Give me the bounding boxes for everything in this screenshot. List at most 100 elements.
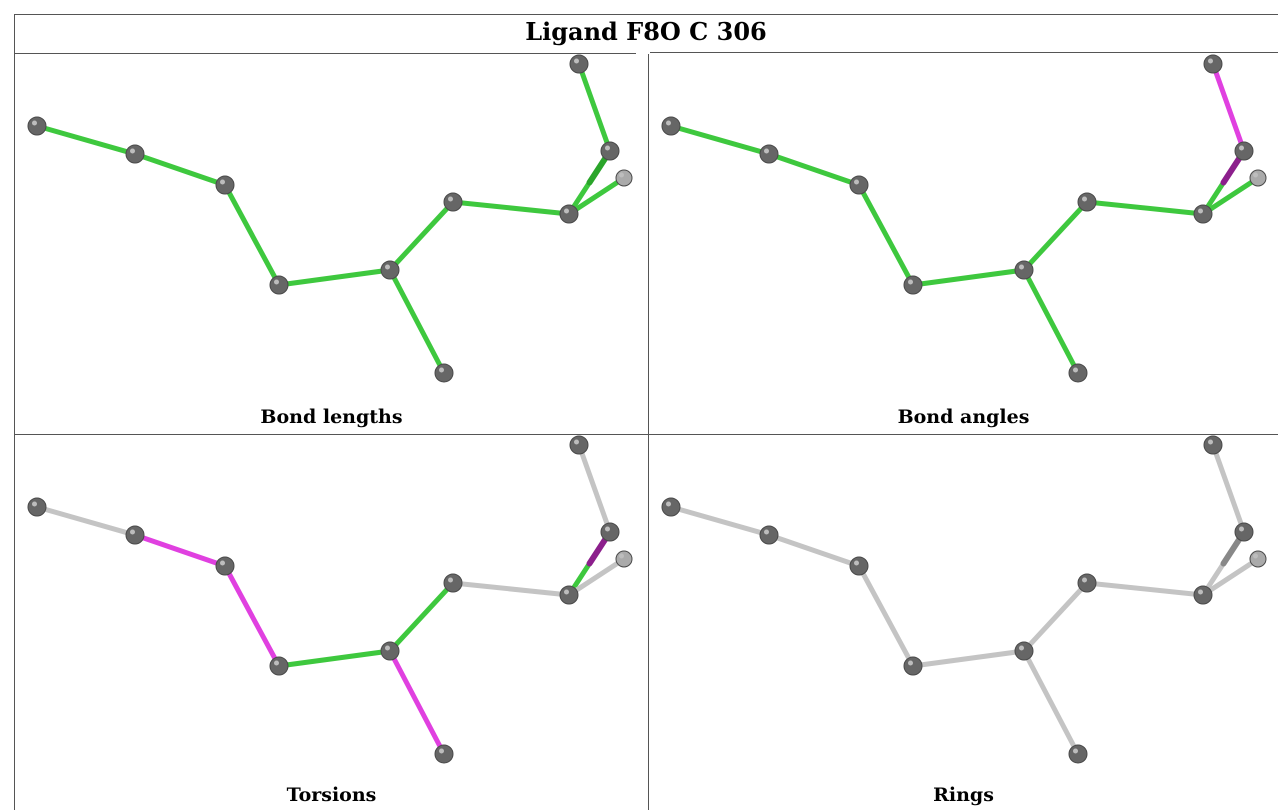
atom-highlight <box>439 367 444 373</box>
atom <box>759 525 779 545</box>
bond <box>1021 648 1081 757</box>
atom <box>759 144 779 164</box>
bond <box>1200 175 1261 217</box>
atom-highlight <box>564 589 569 595</box>
atom <box>903 656 923 676</box>
atom-highlight <box>448 577 453 583</box>
bonds <box>34 442 627 757</box>
bond <box>387 580 456 654</box>
atom-highlight <box>764 148 769 154</box>
atom <box>849 175 869 195</box>
atom <box>615 169 633 187</box>
bond <box>1021 580 1090 654</box>
atom <box>1234 522 1254 542</box>
atom <box>903 275 923 295</box>
atom <box>1203 435 1223 455</box>
atom-highlight <box>1073 748 1078 754</box>
bond <box>1021 267 1081 376</box>
atom <box>615 550 633 568</box>
atom <box>1193 204 1213 224</box>
atoms <box>27 435 633 764</box>
atom-highlight <box>1253 553 1258 559</box>
bonds <box>668 61 1261 376</box>
title-rule-right <box>650 52 1278 53</box>
atom-highlight <box>274 660 279 666</box>
atom <box>1014 641 1034 661</box>
atom-highlight <box>908 279 913 285</box>
bond <box>1084 199 1206 217</box>
atom <box>215 556 235 576</box>
atom <box>125 144 145 164</box>
atom-highlight <box>1239 145 1244 151</box>
bond <box>222 182 282 288</box>
bonds <box>668 442 1261 757</box>
atom-highlight <box>1019 645 1024 651</box>
atom <box>661 116 681 136</box>
atom-highlight <box>854 179 859 185</box>
atom-highlight <box>1019 264 1024 270</box>
atom <box>380 641 400 661</box>
bond <box>1200 556 1261 598</box>
atom-highlight <box>1198 589 1203 595</box>
atom-highlight <box>666 501 671 507</box>
bonds <box>34 61 627 376</box>
atom <box>1068 363 1088 383</box>
atom <box>1077 192 1097 212</box>
vertical-divider <box>648 54 649 810</box>
atom <box>27 116 47 136</box>
atom <box>434 744 454 764</box>
atom <box>215 175 235 195</box>
bond <box>387 267 447 376</box>
atom <box>1203 54 1223 74</box>
bond <box>1021 199 1090 273</box>
atom-highlight <box>1082 577 1087 583</box>
bond <box>34 504 138 538</box>
bond <box>766 151 862 188</box>
atom <box>1193 585 1213 605</box>
atom <box>443 192 463 212</box>
bond <box>910 267 1027 288</box>
bond <box>856 563 916 669</box>
atom-highlight <box>574 439 579 445</box>
panel-rings: Rings <box>649 435 1278 810</box>
bond <box>566 556 627 598</box>
bond <box>856 182 916 288</box>
atom-highlight <box>274 279 279 285</box>
atom <box>559 204 579 224</box>
atom-highlight <box>619 172 624 178</box>
molecule-bond-angles <box>661 54 1267 383</box>
molecule-torsions <box>27 435 633 764</box>
atom-highlight <box>1253 172 1258 178</box>
atom-highlight <box>220 179 225 185</box>
bond <box>576 61 613 154</box>
atom <box>559 585 579 605</box>
atom-highlight <box>564 208 569 214</box>
atom <box>1077 573 1097 593</box>
bond <box>450 580 572 598</box>
atom <box>443 573 463 593</box>
bond <box>766 532 862 569</box>
atom <box>27 497 47 517</box>
atom-highlight <box>619 553 624 559</box>
caption-rings: Rings <box>933 784 994 806</box>
molecule-rings <box>661 435 1267 764</box>
atom-highlight <box>1239 526 1244 532</box>
atom-highlight <box>130 148 135 154</box>
atom-highlight <box>1208 58 1213 64</box>
bond <box>450 199 572 217</box>
bond <box>387 199 456 273</box>
bond <box>1210 442 1247 535</box>
bond <box>1084 580 1206 598</box>
atom <box>1249 550 1267 568</box>
atom-highlight <box>32 120 37 126</box>
bond <box>276 267 393 288</box>
atom-highlight <box>908 660 913 666</box>
atom <box>849 556 869 576</box>
atom <box>600 141 620 161</box>
panel-bond-lengths: Bond lengths <box>15 54 648 434</box>
atom <box>569 54 589 74</box>
figure-title: Ligand F8O C 306 <box>525 17 767 46</box>
atom-highlight <box>1082 196 1087 202</box>
atom-highlight <box>666 120 671 126</box>
atom <box>1068 744 1088 764</box>
